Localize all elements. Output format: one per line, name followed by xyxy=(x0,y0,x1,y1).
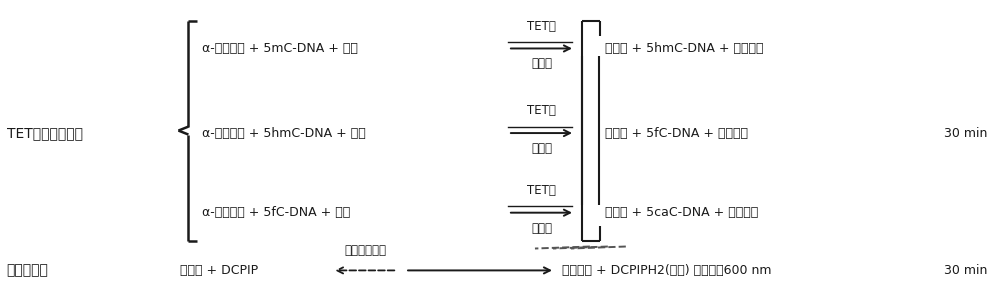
Text: 琥珀酸 + 5hmC-DNA + 二氧化碳: 琥珀酸 + 5hmC-DNA + 二氧化碳 xyxy=(605,42,763,55)
Text: 琥珀酸 + DCPIP: 琥珀酸 + DCPIP xyxy=(180,264,259,277)
Text: α-酮戊二酸 + 5fC-DNA + 氧气: α-酮戊二酸 + 5fC-DNA + 氧气 xyxy=(202,206,351,219)
Text: 30 min: 30 min xyxy=(944,264,987,277)
Text: 辅助剂: 辅助剂 xyxy=(531,222,552,235)
Text: 显色反应：: 显色反应： xyxy=(7,263,49,277)
Text: α-酮戊二酸 + 5mC-DNA + 氧气: α-酮戊二酸 + 5mC-DNA + 氧气 xyxy=(202,42,358,55)
Text: α-酮戊二酸 + 5hmC-DNA + 氧气: α-酮戊二酸 + 5hmC-DNA + 氧气 xyxy=(202,127,366,139)
Text: 辅助剂: 辅助剂 xyxy=(531,57,552,70)
Text: TET酶三步反应：: TET酶三步反应： xyxy=(7,126,83,140)
Text: 琥珀酸 + 5caC-DNA + 二氧化碳: 琥珀酸 + 5caC-DNA + 二氧化碳 xyxy=(605,206,758,219)
Text: TET酶: TET酶 xyxy=(527,104,556,117)
Text: 琥珀酸 + 5fC-DNA + 二氧化碳: 琥珀酸 + 5fC-DNA + 二氧化碳 xyxy=(605,127,748,139)
Text: TET酶: TET酶 xyxy=(527,20,556,33)
Text: 辅助剂: 辅助剂 xyxy=(531,142,552,155)
Text: TET酶: TET酶 xyxy=(527,184,556,197)
Text: 30 min: 30 min xyxy=(944,127,987,139)
Text: 延胡索酸 + DCPIPH2(蓝色) 吸收光谱600 nm: 延胡索酸 + DCPIPH2(蓝色) 吸收光谱600 nm xyxy=(562,264,771,277)
Text: 琥珀酸脱氢酶: 琥珀酸脱氢酶 xyxy=(344,244,386,258)
